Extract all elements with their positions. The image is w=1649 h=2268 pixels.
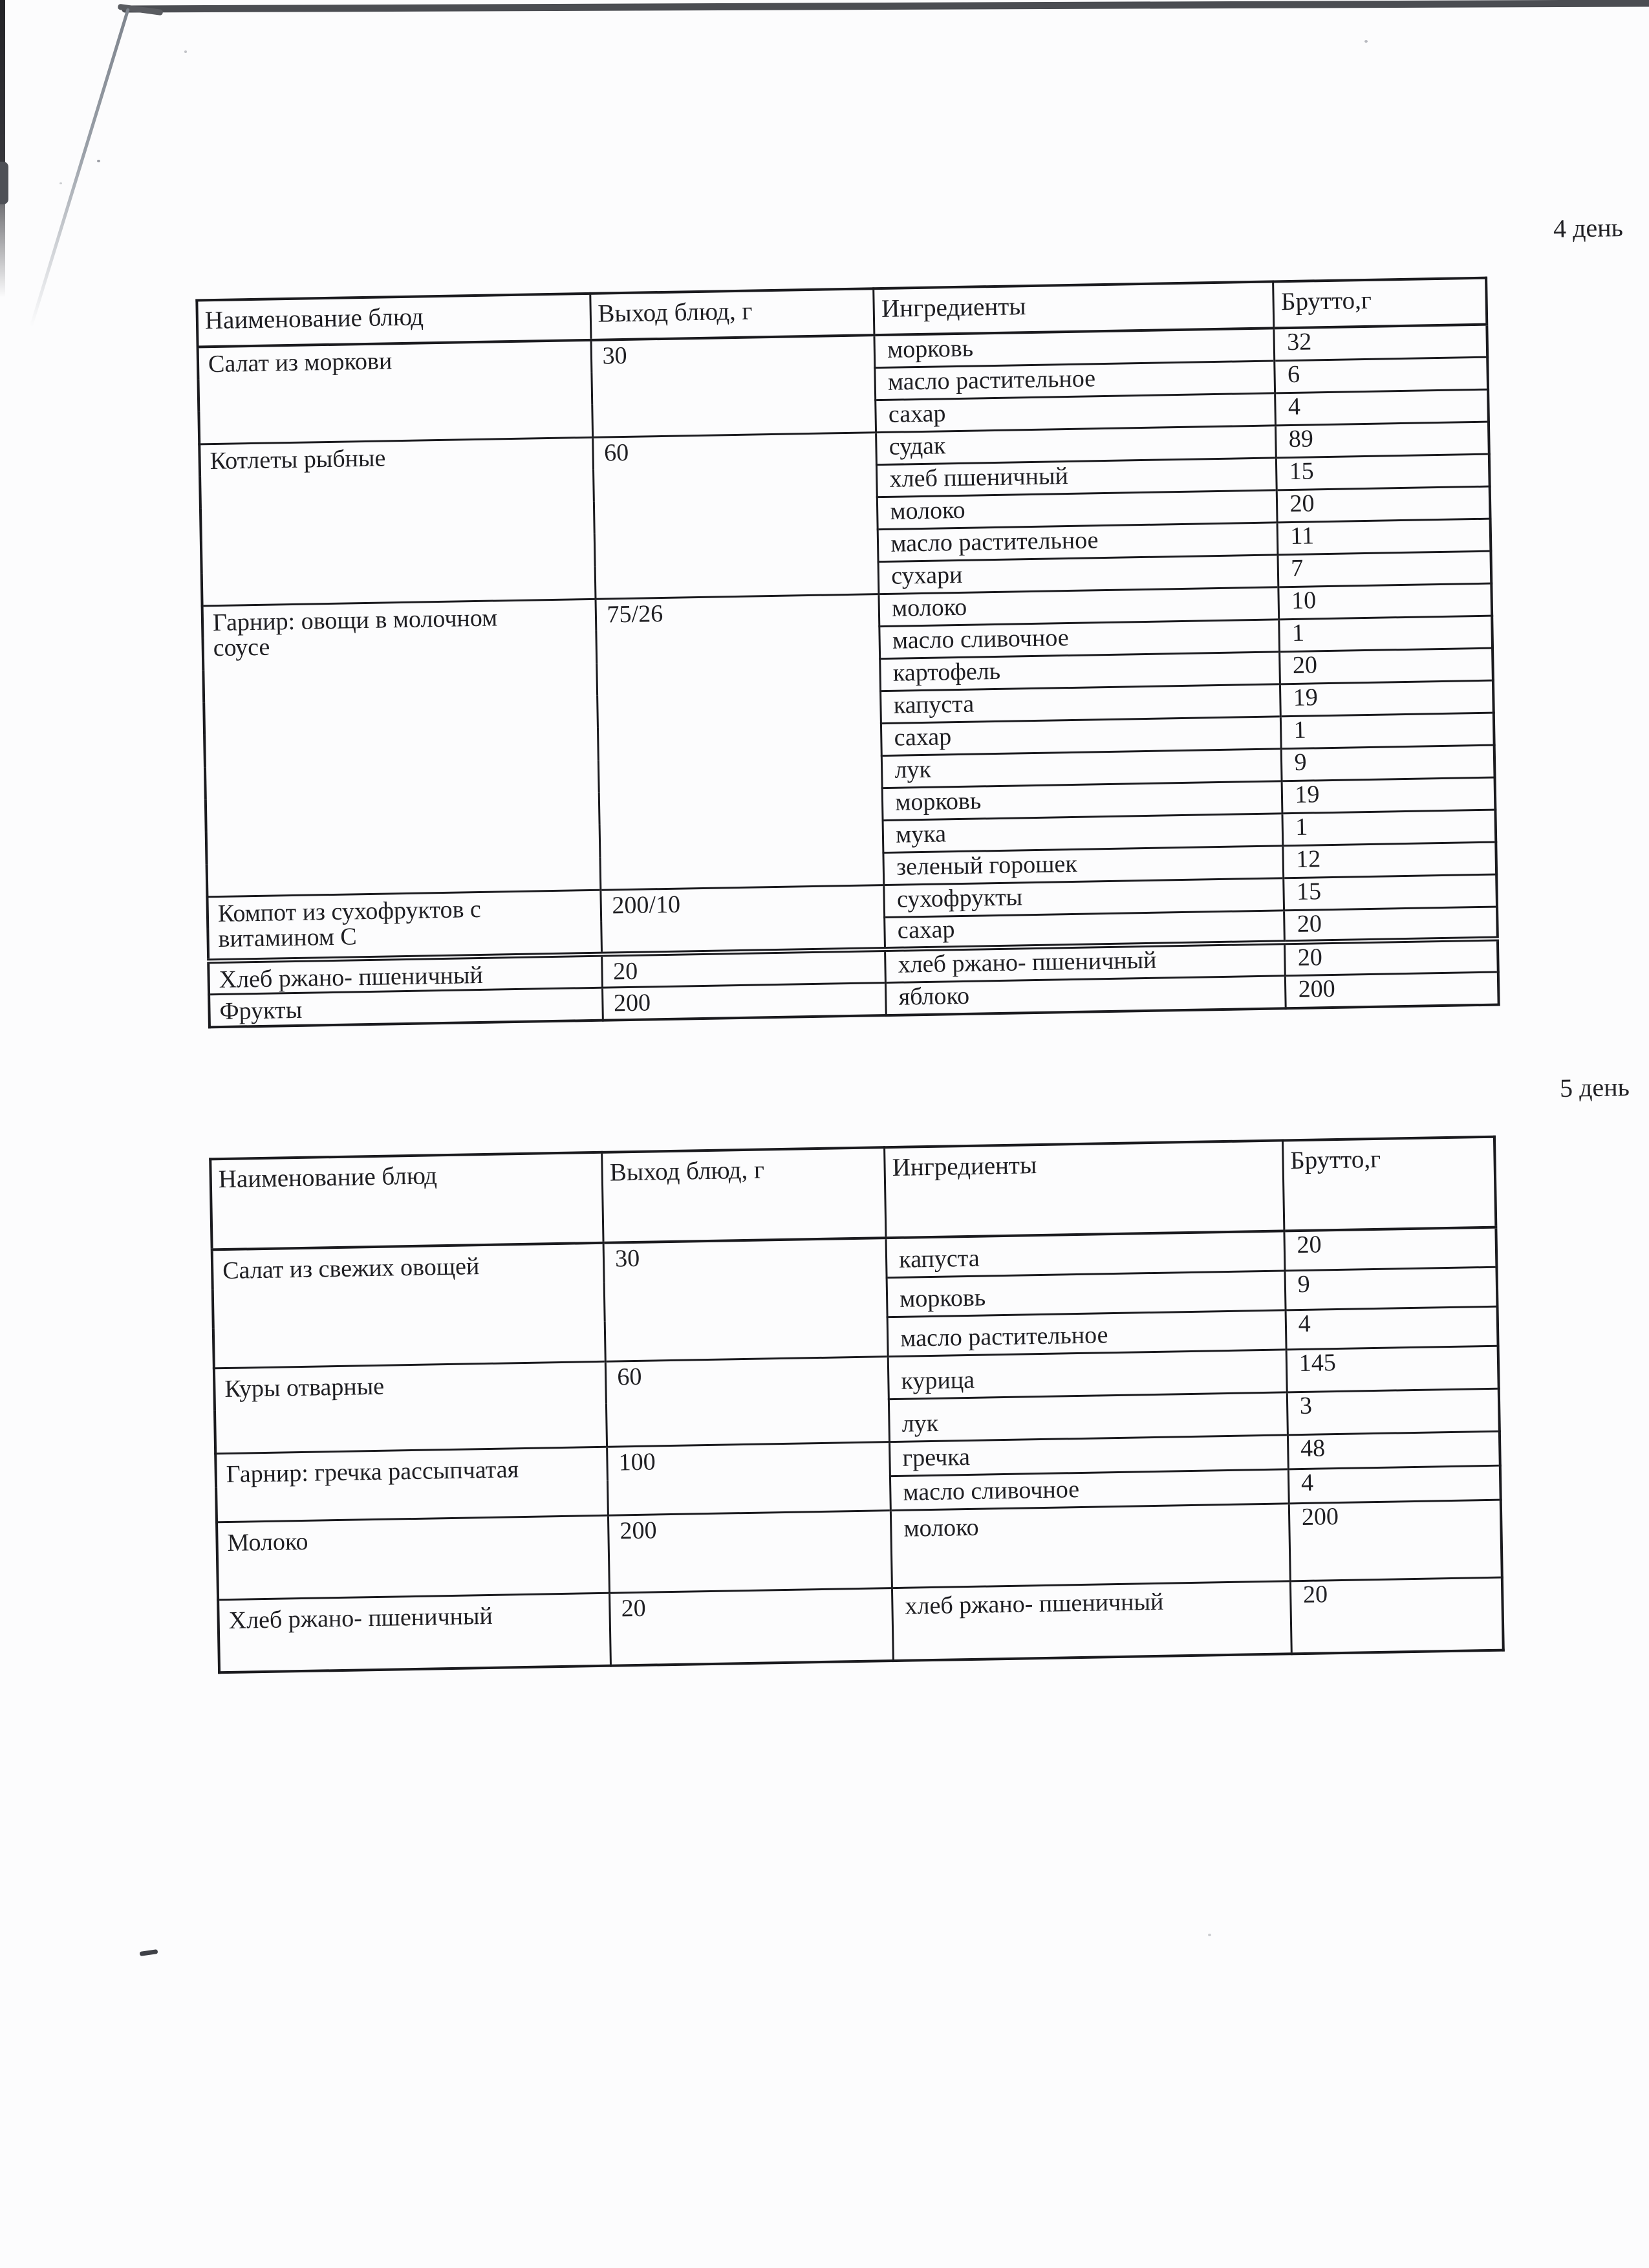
scan-speck xyxy=(59,182,62,184)
gross-cell: 32 xyxy=(1274,324,1488,361)
gross-cell: 20 xyxy=(1284,906,1498,943)
dish-cell: Салат из моркови xyxy=(197,340,593,444)
portion-cell: 30 xyxy=(603,1238,889,1361)
menu-table: Наименование блюд Выход блюд, г Ингредиент… xyxy=(209,1135,1505,1674)
portion-cell: 60 xyxy=(605,1356,890,1447)
scan-left-edge-artifact xyxy=(0,0,5,297)
page-corner-fold-line xyxy=(29,8,130,328)
gross-cell: 1 xyxy=(1279,615,1493,652)
gross-cell: 12 xyxy=(1283,841,1497,878)
gross-cell: 19 xyxy=(1280,680,1494,717)
ingredient-cell: курица xyxy=(888,1349,1288,1399)
gross-cell: 7 xyxy=(1278,550,1492,587)
gross-cell: 4 xyxy=(1288,1465,1501,1504)
ingredient-cell: лук xyxy=(889,1392,1288,1442)
gross-cell: 9 xyxy=(1284,1266,1498,1310)
gross-cell: 20 xyxy=(1277,486,1491,523)
menu-table-day5: Наименование блюд Выход блюд, г Ингредиент… xyxy=(209,1135,1505,1674)
gross-cell: 145 xyxy=(1286,1345,1499,1392)
scan-left-mark-artifact xyxy=(0,162,8,204)
column-header: Ингредиенты xyxy=(884,1140,1284,1238)
menu-table-day4: Наименование блюд Выход блюд, г Ингредиент… xyxy=(195,276,1500,1029)
gross-cell: 15 xyxy=(1284,874,1498,911)
day5-label: 5 день xyxy=(1559,1072,1630,1103)
scan-speck xyxy=(184,50,187,53)
gross-cell: 20 xyxy=(1284,1227,1497,1271)
gross-cell: 200 xyxy=(1285,972,1499,1009)
column-header: Выход блюд, г xyxy=(601,1147,887,1243)
portion-cell: 30 xyxy=(590,335,876,437)
gross-cell: 200 xyxy=(1289,1499,1502,1581)
gross-cell: 4 xyxy=(1285,1306,1498,1350)
ingredient-cell: хлеб ржано- пшеничный xyxy=(892,1581,1292,1661)
portion-cell: 100 xyxy=(607,1442,891,1515)
scan-top-edge-artifact xyxy=(121,0,1649,13)
portion-cell: 200/10 xyxy=(600,885,885,955)
column-header: Брутто,г xyxy=(1282,1136,1496,1231)
gross-cell: 10 xyxy=(1278,583,1493,620)
portion-cell: 20 xyxy=(609,1588,894,1666)
ingredient-cell: морковь xyxy=(887,1270,1286,1317)
gross-cell: 11 xyxy=(1277,518,1491,555)
portion-cell: 20 xyxy=(601,949,886,988)
dish-cell: Гарнир: овощи в молочном соусе xyxy=(202,598,601,897)
ingredient-cell: молоко xyxy=(890,1503,1291,1588)
scan-speck xyxy=(1208,1934,1211,1936)
column-header: Наименование блюд xyxy=(210,1152,604,1250)
day4-label: 4 день xyxy=(1553,213,1624,243)
gross-cell: 20 xyxy=(1280,647,1493,684)
gross-cell: 48 xyxy=(1288,1431,1500,1469)
column-header: Брутто,г xyxy=(1273,277,1487,329)
gross-cell: 15 xyxy=(1276,453,1490,490)
gross-cell: 4 xyxy=(1275,389,1489,426)
dish-cell: Салат из свежих овощей xyxy=(211,1242,606,1368)
gross-cell: 1 xyxy=(1282,809,1496,846)
pen-dash-artifact xyxy=(139,1949,158,1956)
gross-cell: 3 xyxy=(1287,1388,1500,1435)
menu-table: Наименование блюд Выход блюд, г Ингредиент… xyxy=(195,276,1500,1029)
gross-cell: 20 xyxy=(1284,938,1498,977)
dish-cell: Компот из сухофруктов с витамином С xyxy=(207,889,602,962)
scan-speck xyxy=(97,160,100,162)
ingredient-cell: яблоко xyxy=(885,976,1286,1015)
dish-cell: Гарнир: гречка рассыпчатая xyxy=(215,1446,609,1522)
column-header: Наименование блюд xyxy=(197,293,591,347)
gross-cell: 9 xyxy=(1281,744,1495,781)
column-header: Ингредиенты xyxy=(874,281,1275,336)
gross-cell: 89 xyxy=(1275,421,1489,458)
ingredient-cell: капуста xyxy=(886,1231,1285,1278)
portion-cell: 75/26 xyxy=(595,594,885,890)
dish-cell: Фрукты xyxy=(209,988,603,1028)
scan-speck xyxy=(1364,40,1368,43)
gross-cell: 20 xyxy=(1290,1577,1503,1654)
portion-cell: 200 xyxy=(602,982,887,1021)
gross-cell: 6 xyxy=(1275,356,1489,393)
dish-cell: Куры отварные xyxy=(213,1361,607,1454)
column-header: Выход блюд, г xyxy=(590,288,875,340)
portion-cell: 60 xyxy=(592,432,879,599)
dish-cell: Молоко xyxy=(217,1515,610,1600)
dish-cell: Хлеб ржано- пшеничный xyxy=(218,1592,611,1673)
portion-cell: 200 xyxy=(608,1510,892,1593)
gross-cell: 19 xyxy=(1282,777,1496,814)
dish-cell: Котлеты рыбные xyxy=(199,437,596,606)
ingredient-cell: масло растительное xyxy=(887,1310,1286,1357)
gross-cell: 1 xyxy=(1280,712,1494,749)
